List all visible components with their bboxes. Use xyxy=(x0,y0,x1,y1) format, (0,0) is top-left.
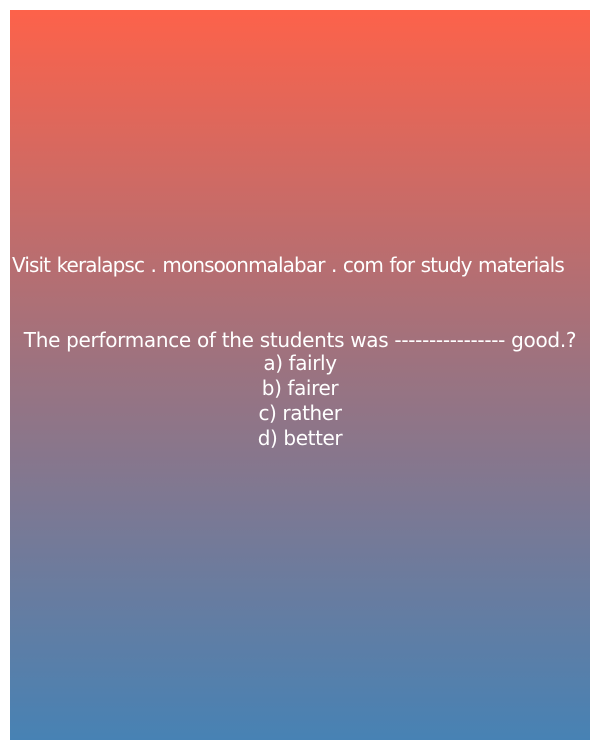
question-block: The performance of the students was ----… xyxy=(10,329,590,451)
option-a: a) fairly xyxy=(263,351,337,375)
option-c: c) rather xyxy=(258,401,342,425)
option-b: b) fairer xyxy=(261,376,339,400)
option-d: d) better xyxy=(257,426,343,450)
options-list: a) fairly b) fairer c) rather d) better xyxy=(10,351,590,451)
question-text: The performance of the students was ----… xyxy=(23,328,577,352)
question-card: Visit keralapsc . monsoonmalabar . com f… xyxy=(10,10,590,740)
promo-text: Visit keralapsc . monsoonmalabar . com f… xyxy=(12,253,565,277)
